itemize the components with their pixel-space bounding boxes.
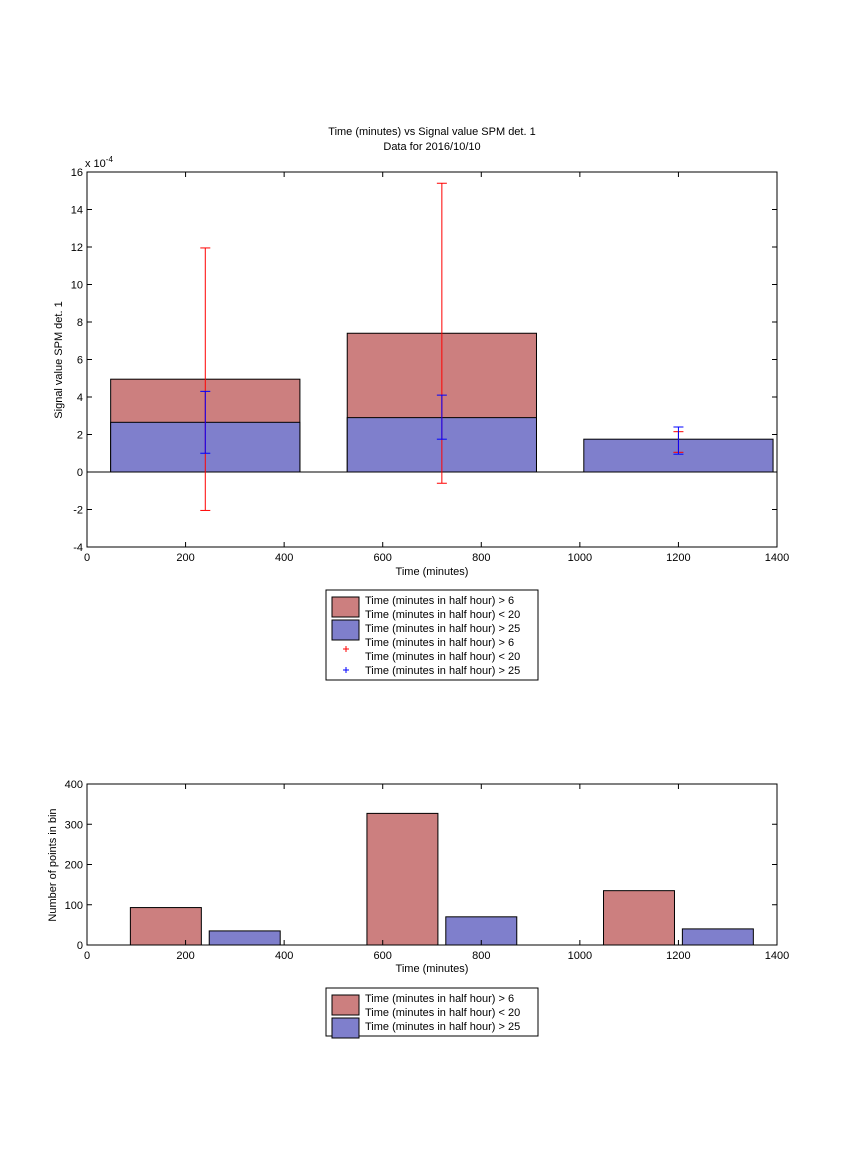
chart1-x-tick-label: 1000 — [568, 552, 592, 564]
chart1-x-tick-label: 1400 — [765, 552, 789, 564]
chart2-x-tick-label: 200 — [176, 950, 194, 962]
chart2-bar — [681, 928, 754, 946]
chart2-xlabel: Time (minutes) — [396, 963, 469, 975]
chart2-legend-label: Time (minutes in half hour) > 6 — [365, 993, 514, 1005]
chart1-y-tick-label: 12 — [71, 242, 83, 254]
chart2-x-tick-label: 0 — [84, 950, 90, 962]
chart-signal: Time (minutes) vs Signal value SPM det. … — [53, 126, 789, 681]
chart2-x-tick-label: 800 — [472, 950, 490, 962]
chart1-legend: Time (minutes in half hour) > 6 Time (min… — [325, 589, 539, 681]
chart1-y-exponent: x 10-4 — [85, 155, 113, 170]
chart1-x-tick-label: 600 — [374, 552, 392, 564]
chart1-xlabel: Time (minutes) — [396, 566, 469, 578]
chart1-legend-label: Time (minutes in half hour) > 6 — [365, 595, 514, 607]
chart2-legend-box — [325, 987, 539, 1037]
chart-counts: 0 200 400 600 800 1000 1200 1400 0 100 200 300 400 T… — [47, 779, 790, 1039]
chart1-x-tick-label: 200 — [176, 552, 194, 564]
chart1-y-exponent-base: x 10 — [85, 158, 106, 170]
chart1-y-exponent-power: -4 — [106, 155, 114, 164]
chart1-y-tick-label: 2 — [77, 430, 83, 442]
chart1-legend-label: Time (minutes in half hour) < 20 — [365, 609, 520, 621]
chart2-bars — [129, 812, 754, 946]
chart1-y-tick-label: 14 — [71, 205, 83, 217]
chart1-y-tick-label: 8 — [77, 317, 83, 329]
chart2-legend-swatch — [331, 1017, 360, 1039]
chart1-axes: 0 200 400 600 800 1000 1200 1400 -4 -2 0 2 4 6 8 10 12 14… — [71, 167, 789, 564]
chart1-subtitle: Data for 2016/10/10 — [383, 141, 480, 153]
chart1-x-tick-label: 0 — [84, 552, 90, 564]
chart1-title: Time (minutes) vs Signal value SPM det. … — [328, 126, 535, 138]
chart2-bar — [603, 890, 675, 946]
chart2-y-tick-label: 400 — [65, 779, 83, 791]
chart1-y-tick-label: 4 — [77, 392, 83, 404]
chart2-bar — [445, 916, 518, 946]
chart1-y-tick-label: 0 — [77, 467, 83, 479]
chart1-legend-label: Time (minutes in half hour) > 6 — [365, 637, 514, 649]
chart2-axes: 0 200 400 600 800 1000 1200 1400 0 100 200 300 400 — [65, 779, 790, 962]
chart2-x-tick-label: 1400 — [765, 950, 789, 962]
chart2-legend-label: Time (minutes in half hour) > 25 — [365, 1021, 520, 1033]
chart2-x-tick-label: 1200 — [666, 950, 690, 962]
chart1-legend-box — [325, 589, 539, 681]
chart1-y-tick-label: -2 — [73, 505, 83, 517]
chart1-ylabel: Signal value SPM det. 1 — [53, 301, 65, 418]
chart1-y-tick-label: 10 — [71, 280, 83, 292]
chart2-x-tick-label: 1000 — [568, 950, 592, 962]
chart2-y-tick-label: 100 — [65, 900, 83, 912]
chart1-x-tick-label: 800 — [472, 552, 490, 564]
chart2-legend-swatch — [331, 994, 360, 1016]
chart2-y-tick-label: 300 — [65, 819, 83, 831]
chart2-legend: Time (minutes in half hour) > 6 Time (min… — [325, 987, 539, 1039]
chart2-bar — [129, 907, 202, 946]
chart2-y-tick-label: 200 — [65, 860, 83, 872]
chart1-legend-label: Time (minutes in half hour) < 20 — [365, 651, 520, 663]
chart2-x-tick-label: 400 — [275, 950, 293, 962]
chart1-y-tick-label: -4 — [73, 542, 83, 554]
chart2-ylabel: Number of points in bin — [47, 808, 59, 921]
chart1-legend-swatch — [331, 619, 360, 641]
chart2-x-tick-label: 600 — [374, 950, 392, 962]
chart2-bar — [366, 812, 439, 946]
chart2-bar — [208, 930, 281, 946]
chart1-x-tick-label: 1200 — [666, 552, 690, 564]
chart1-legend-swatch — [331, 596, 360, 618]
chart1-bars — [87, 332, 777, 473]
chart1-y-tick-label: 16 — [71, 167, 83, 179]
chart1-y-tick-label: 6 — [77, 355, 83, 367]
chart2-y-tick-label: 0 — [77, 940, 83, 952]
chart2-legend-label: Time (minutes in half hour) < 20 — [365, 1007, 520, 1019]
chart1-legend-label: Time (minutes in half hour) > 25 — [365, 623, 520, 635]
chart1-error-bars — [200, 182, 684, 511]
chart1-legend-label: Time (minutes in half hour) > 25 — [365, 665, 520, 677]
chart1-x-tick-label: 400 — [275, 552, 293, 564]
